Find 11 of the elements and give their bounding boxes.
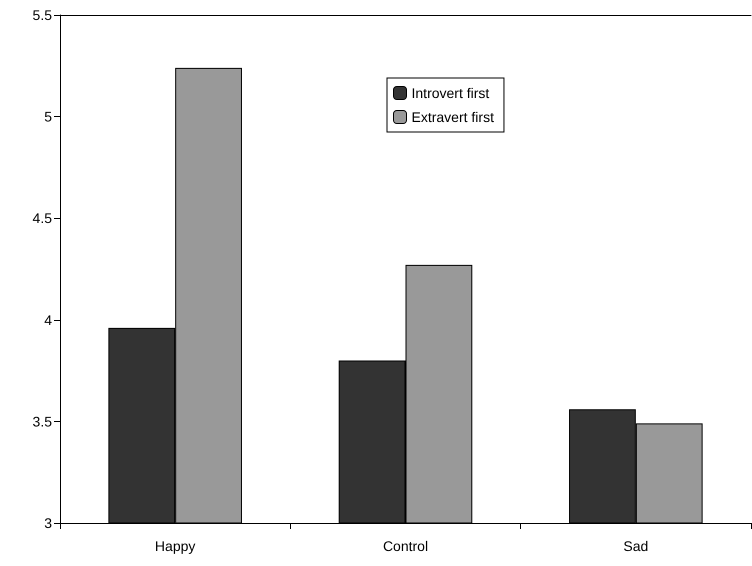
y-tick-label: 4.5 (32, 210, 52, 226)
x-tick-label: Sad (623, 538, 648, 554)
legend-label: Extravert first (412, 109, 494, 125)
y-tick-label: 5.5 (32, 7, 52, 23)
y-tick-label: 3 (44, 515, 52, 531)
y-tick-label: 4 (44, 312, 52, 328)
y-tick-label: 5 (44, 108, 52, 125)
x-tick-label: Happy (154, 538, 196, 554)
legend-label: Introvert first (412, 85, 490, 101)
y-tick-label: 3.5 (32, 413, 52, 430)
x-tick-label: Control (382, 538, 428, 554)
